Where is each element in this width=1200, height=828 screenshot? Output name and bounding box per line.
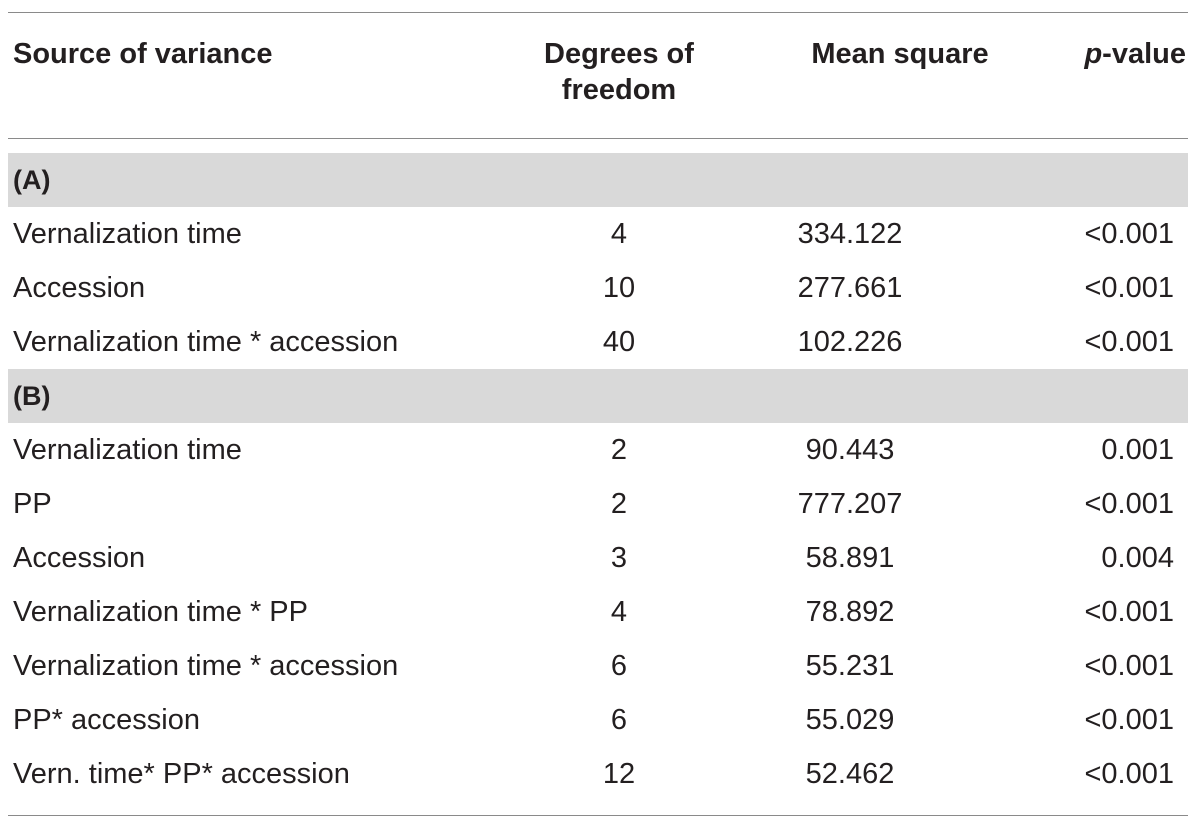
cell-mean-square: 58.891 [805, 542, 895, 574]
header-df-line2: freedom [561, 74, 677, 106]
section-row-b: (B) [8, 369, 1188, 423]
cell-p-value: <0.001 [1084, 758, 1174, 790]
table-row: Accession 10 277.661 <0.001 [0, 261, 1200, 315]
table-row: Vern. time* PP* accession 12 52.462 <0.0… [0, 747, 1200, 801]
cell-df: 40 [602, 326, 636, 358]
table-bottom-rule [8, 815, 1188, 816]
header-source-of-variance: Source of variance [13, 38, 273, 70]
header-degrees-of-freedom: Degrees of freedom [500, 36, 738, 108]
table-row: PP* accession 6 55.029 <0.001 [0, 693, 1200, 747]
cell-df: 6 [610, 650, 628, 682]
cell-source: Accession [13, 272, 146, 304]
cell-source: Vernalization time [13, 434, 242, 466]
table-row: Vernalization time 2 90.443 0.001 [0, 423, 1200, 477]
cell-p-value: <0.001 [1084, 272, 1174, 304]
cell-df: 4 [610, 596, 628, 628]
cell-mean-square: 334.122 [797, 218, 903, 250]
cell-source: Vern. time* PP* accession [13, 758, 350, 790]
section-label: (A) [13, 165, 51, 195]
section-row-a: (A) [8, 153, 1188, 207]
cell-p-value: <0.001 [1084, 650, 1174, 682]
table-row: Accession 3 58.891 0.004 [0, 531, 1200, 585]
cell-p-value: <0.001 [1084, 704, 1174, 736]
cell-source: Vernalization time * PP [13, 596, 308, 628]
cell-mean-square: 277.661 [797, 272, 903, 304]
cell-p-value: 0.001 [1101, 434, 1174, 466]
table-row: Vernalization time * PP 4 78.892 <0.001 [0, 585, 1200, 639]
table-header: Source of variance Degrees of freedom Me… [0, 12, 1200, 138]
cell-source: PP* accession [13, 704, 200, 736]
header-p-rest: -value [1102, 38, 1186, 70]
cell-p-value: <0.001 [1084, 218, 1174, 250]
cell-df: 10 [602, 272, 636, 304]
cell-df: 4 [610, 218, 628, 250]
cell-df: 2 [610, 488, 628, 520]
table-row: Vernalization time * accession 6 55.231 … [0, 639, 1200, 693]
cell-mean-square: 90.443 [805, 434, 895, 466]
section-label: (B) [13, 381, 51, 411]
cell-p-value: 0.004 [1101, 542, 1174, 574]
cell-source: Vernalization time [13, 218, 242, 250]
table-row: Vernalization time * accession 40 102.22… [0, 315, 1200, 369]
cell-mean-square: 102.226 [797, 326, 903, 358]
header-df-line1: Degrees of [544, 38, 694, 70]
cell-mean-square: 55.231 [805, 650, 895, 682]
table-top-rule [8, 12, 1188, 13]
table-row: Vernalization time 4 334.122 <0.001 [0, 207, 1200, 261]
cell-p-value: <0.001 [1084, 326, 1174, 358]
cell-df: 2 [610, 434, 628, 466]
header-p-italic: p [1084, 38, 1103, 70]
cell-source: Vernalization time * accession [13, 326, 399, 358]
cell-p-value: <0.001 [1084, 488, 1174, 520]
cell-source: PP [13, 488, 52, 520]
header-p-value: p-value [1084, 36, 1186, 72]
header-bottom-rule [8, 138, 1188, 139]
cell-mean-square: 52.462 [805, 758, 895, 790]
cell-mean-square: 777.207 [797, 488, 903, 520]
cell-df: 6 [610, 704, 628, 736]
table-row: PP 2 777.207 <0.001 [0, 477, 1200, 531]
header-mean-square: Mean square [811, 38, 989, 70]
cell-df: 3 [610, 542, 628, 574]
cell-df: 12 [602, 758, 636, 790]
cell-mean-square: 55.029 [805, 704, 895, 736]
cell-source: Accession [13, 542, 146, 574]
cell-p-value: <0.001 [1084, 596, 1174, 628]
cell-source: Vernalization time * accession [13, 650, 399, 682]
cell-mean-square: 78.892 [805, 596, 895, 628]
